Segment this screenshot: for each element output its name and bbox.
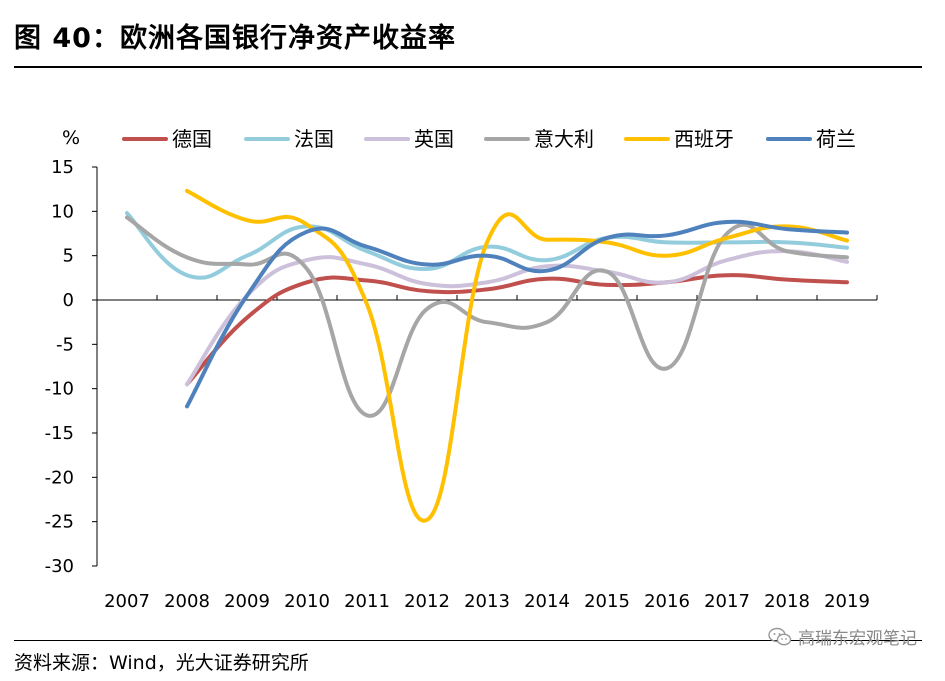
roe-line-chart: 15 10 5 0 -5 -10 -15 -20 -25 -30% 2007 2008 2009 2010… (45, 127, 878, 612)
x-tick-label: 2013 (464, 591, 510, 612)
x-tick-label: 2015 (584, 591, 630, 612)
legend-label-5: 荷兰 (816, 127, 856, 151)
series-line-5 (185, 219, 849, 409)
legend-label-3: 意大利 (534, 127, 594, 151)
legend-label-0: 德国 (172, 127, 212, 151)
series-line-4 (185, 188, 849, 523)
x-tick-label: 2010 (284, 591, 330, 612)
x-tick-label: 2014 (524, 591, 570, 612)
title-divider (14, 66, 922, 68)
x-tick-label: 2017 (704, 591, 750, 612)
x-tick-label: 2011 (344, 591, 390, 612)
x-tick-label: 2018 (764, 591, 810, 612)
y-tick-label: 10 (51, 201, 74, 222)
y-tick-label: -15 (45, 423, 74, 444)
y-tick-label: -10 (45, 379, 74, 400)
watermark: 高瑞东宏观笔记 (768, 624, 917, 649)
legend-label-1: 法国 (294, 127, 334, 151)
series-line-2 (185, 249, 849, 387)
figure-title: 图 40：欧洲各国银行净资产收益率 (14, 23, 456, 54)
wechat-icon (768, 627, 792, 645)
series-line-3 (125, 215, 849, 418)
y-tick-label: 5 (63, 246, 74, 267)
x-tick-label: 2012 (404, 591, 450, 612)
y-tick-label: -20 (45, 467, 74, 488)
y-tick-label: 15 (51, 157, 74, 178)
x-tick-label: 2016 (644, 591, 690, 612)
legend-label-4: 西班牙 (674, 127, 734, 151)
x-tick-label: 2019 (824, 591, 870, 612)
y-tick-label: -5 (56, 334, 74, 355)
y-tick-label: -30 (45, 556, 74, 577)
source-note: 资料来源：Wind，光大证券研究所 (14, 652, 309, 674)
footer-divider (14, 640, 922, 641)
y-tick-label: -25 (45, 512, 74, 533)
y-axis-unit-label: % (62, 127, 80, 149)
legend-label-2: 英国 (414, 127, 454, 151)
series-line-0 (185, 273, 849, 387)
x-tick-label: 2007 (104, 591, 150, 612)
x-tick-label: 2008 (164, 591, 210, 612)
x-tick-label: 2009 (224, 591, 270, 612)
watermark-text: 高瑞东宏观笔记 (798, 629, 917, 649)
y-tick-label: 0 (63, 290, 74, 311)
